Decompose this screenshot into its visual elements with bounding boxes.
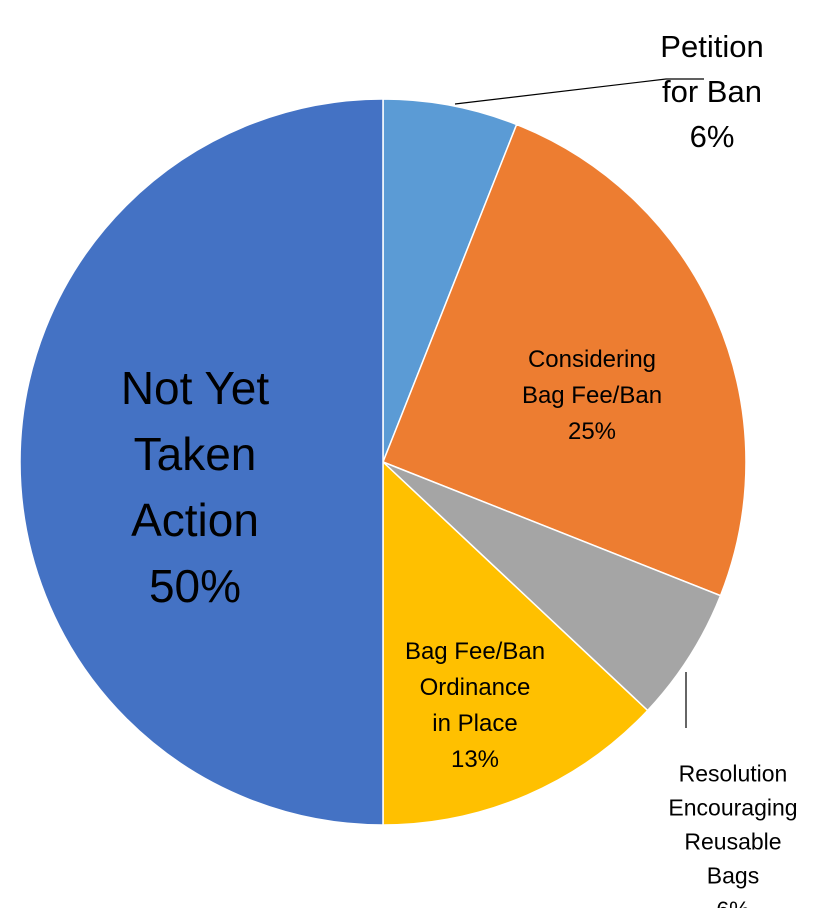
slice-label-line: Reusable (684, 828, 781, 854)
pie-slice-4 (19, 98, 384, 826)
pie-slices (19, 98, 747, 826)
slice-label-line: Action (131, 494, 259, 546)
slice-label-3: Bag Fee/Ban Ordinance in Place 13% (405, 638, 545, 773)
slice-percent-0: 6% (690, 119, 735, 154)
slice-label-1: Considering Bag Fee/Ban 25% (522, 346, 662, 445)
slice-percent-2: 6% (716, 896, 749, 908)
leader-lines (454, 78, 704, 728)
slice-label-line: Bags (707, 862, 759, 888)
slice-label-line: in Place (432, 710, 517, 737)
slice-label-0: Petition for Ban 6% (660, 29, 763, 154)
slice-label-2: Resolution Encouraging Reusable Bags 6% (668, 760, 797, 908)
slice-percent-1: 25% (568, 418, 616, 445)
slice-label-line: Bag Fee/Ban (522, 382, 662, 409)
pie-slice-0 (382, 98, 518, 463)
pie-slice-1 (382, 123, 747, 597)
slice-label-line: Not Yet (121, 362, 270, 414)
slice-label-line: Petition (660, 29, 763, 64)
leader-line-0 (454, 78, 704, 105)
slice-label-line: for Ban (662, 74, 762, 109)
slice-label-line: Encouraging (668, 794, 797, 820)
slice-labels: Petition for Ban 6% Considering Bag Fee/Ban 2… (121, 29, 798, 908)
slice-label-line: Considering (528, 346, 656, 373)
pie-slice-2 (382, 461, 722, 712)
slice-percent-3: 13% (451, 746, 499, 773)
slice-label-line: Ordinance (420, 674, 531, 701)
pie-slice-3 (382, 460, 649, 826)
slice-label-line: Taken (134, 428, 257, 480)
slice-percent-4: 50% (149, 560, 241, 612)
slice-label-4: Not Yet Taken Action 50% (121, 362, 270, 612)
slice-label-line: Resolution (679, 760, 788, 786)
slice-label-line: Bag Fee/Ban (405, 638, 545, 665)
